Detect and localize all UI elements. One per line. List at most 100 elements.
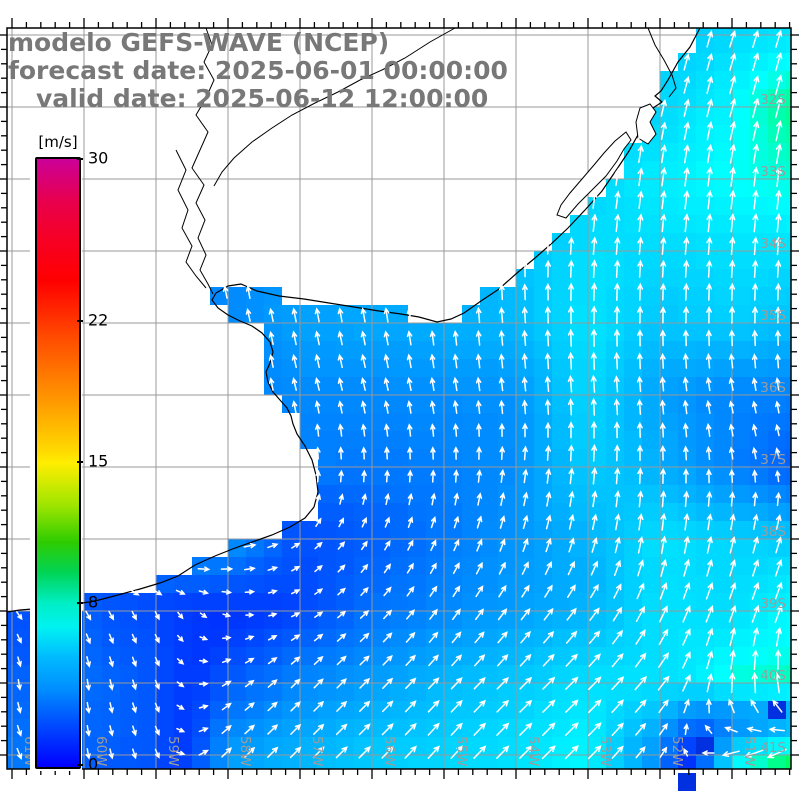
wind-arrow [775,236,782,256]
wind-arrow [721,750,740,758]
wind-arrow [706,236,713,256]
wind-arrow [384,423,390,437]
wind-arrow [635,629,646,645]
wind-arrow [751,423,758,437]
wind-arrow [683,513,690,531]
wind-arrow [243,542,257,549]
wind-arrow [683,468,689,484]
wind-arrow [221,658,232,664]
wind-arrow [614,167,621,186]
wind-arrow [542,653,555,667]
wind-arrow [475,376,482,392]
wind-arrow [221,747,233,758]
wind-arrow [222,612,232,618]
wind-arrow [384,446,390,460]
wind-arrow [567,584,576,598]
colorbar-tick-mark [77,764,83,766]
wind-arrow [706,30,714,48]
wind-arrow [267,542,279,549]
wind-arrow [590,420,597,439]
wind-arrow [381,745,394,759]
wind-arrow [589,607,600,621]
wind-arrow [405,631,416,643]
wind-arrow [752,143,760,164]
wind-arrow [452,329,459,346]
wind-arrow [131,633,137,644]
wind-arrow [290,678,301,689]
wind-arrow [453,469,459,483]
wind-arrow [475,329,482,346]
wind-arrow [635,605,646,622]
wind-arrow [314,400,321,414]
wind-arrow [565,630,578,644]
wind-arrow [658,699,669,714]
wind-arrow [267,589,278,595]
wind-arrow [497,631,508,644]
wind-arrow [542,722,556,736]
wind-arrow [729,75,737,95]
wind-arrow [706,513,713,531]
wind-arrow [314,565,323,573]
wind-arrow [430,446,436,460]
wind-arrow [381,723,394,736]
wind-arrow [705,353,712,369]
wind-arrow [314,541,323,550]
colorbar-tick-label: 0 [88,754,99,774]
wind-arrow [427,722,440,736]
wind-arrow [221,702,232,711]
wind-arrow [614,490,621,508]
wind-arrow [706,650,714,670]
wind-arrow [587,722,602,737]
wind-arrow [177,611,184,620]
wind-arrow [724,726,738,733]
wind-arrow [660,190,667,210]
wind-arrow [338,446,344,460]
wind-arrow [751,329,758,347]
wind-arrow [154,611,160,621]
wind-arrow [453,538,460,552]
wind-arrow [359,677,371,689]
wind-arrow [267,679,278,688]
wind-arrow [336,678,347,689]
wind-arrow [338,493,344,505]
wind-arrow [359,632,370,643]
wind-arrow [154,748,160,759]
wind-arrow [406,585,415,597]
coastline-layer [6,27,701,613]
wind-arrow [614,236,621,255]
wind-arrow [520,630,532,644]
calm-spot-cell [768,701,786,719]
lat-axis-label: 32S [760,92,786,108]
wind-arrow [682,582,691,600]
wind-arrow [154,725,160,736]
wind-arrow [244,702,255,711]
wind-arrow [637,444,643,462]
wind-arrow [358,745,372,759]
wind-arrow [198,704,209,710]
wind-arrow [496,699,510,713]
wind-arrow [545,444,552,461]
lon-axis-label: 55W [453,736,469,767]
wind-arrow [452,353,459,369]
wind-arrow [244,679,255,688]
wind-arrow [729,236,736,256]
wind-arrow [358,723,371,736]
wind-arrow [335,746,348,759]
wind-arrow [338,517,345,528]
wind-arrow [499,492,506,506]
wind-arrow [291,330,298,346]
wind-arrow [729,282,736,301]
wind-arrow [544,305,551,324]
wind-arrow [430,539,437,552]
wind-arrow [565,699,579,713]
colorbar-gradient [35,157,81,769]
wind-arrow [658,722,668,736]
wind-arrow [545,468,552,484]
wind-arrow [315,469,321,483]
wind-arrow [221,589,233,595]
wind-arrow [545,491,552,507]
wind-arrow [521,584,530,598]
wind-arrow [752,259,759,278]
wind-arrow [591,190,598,209]
wind-arrow [775,143,783,165]
